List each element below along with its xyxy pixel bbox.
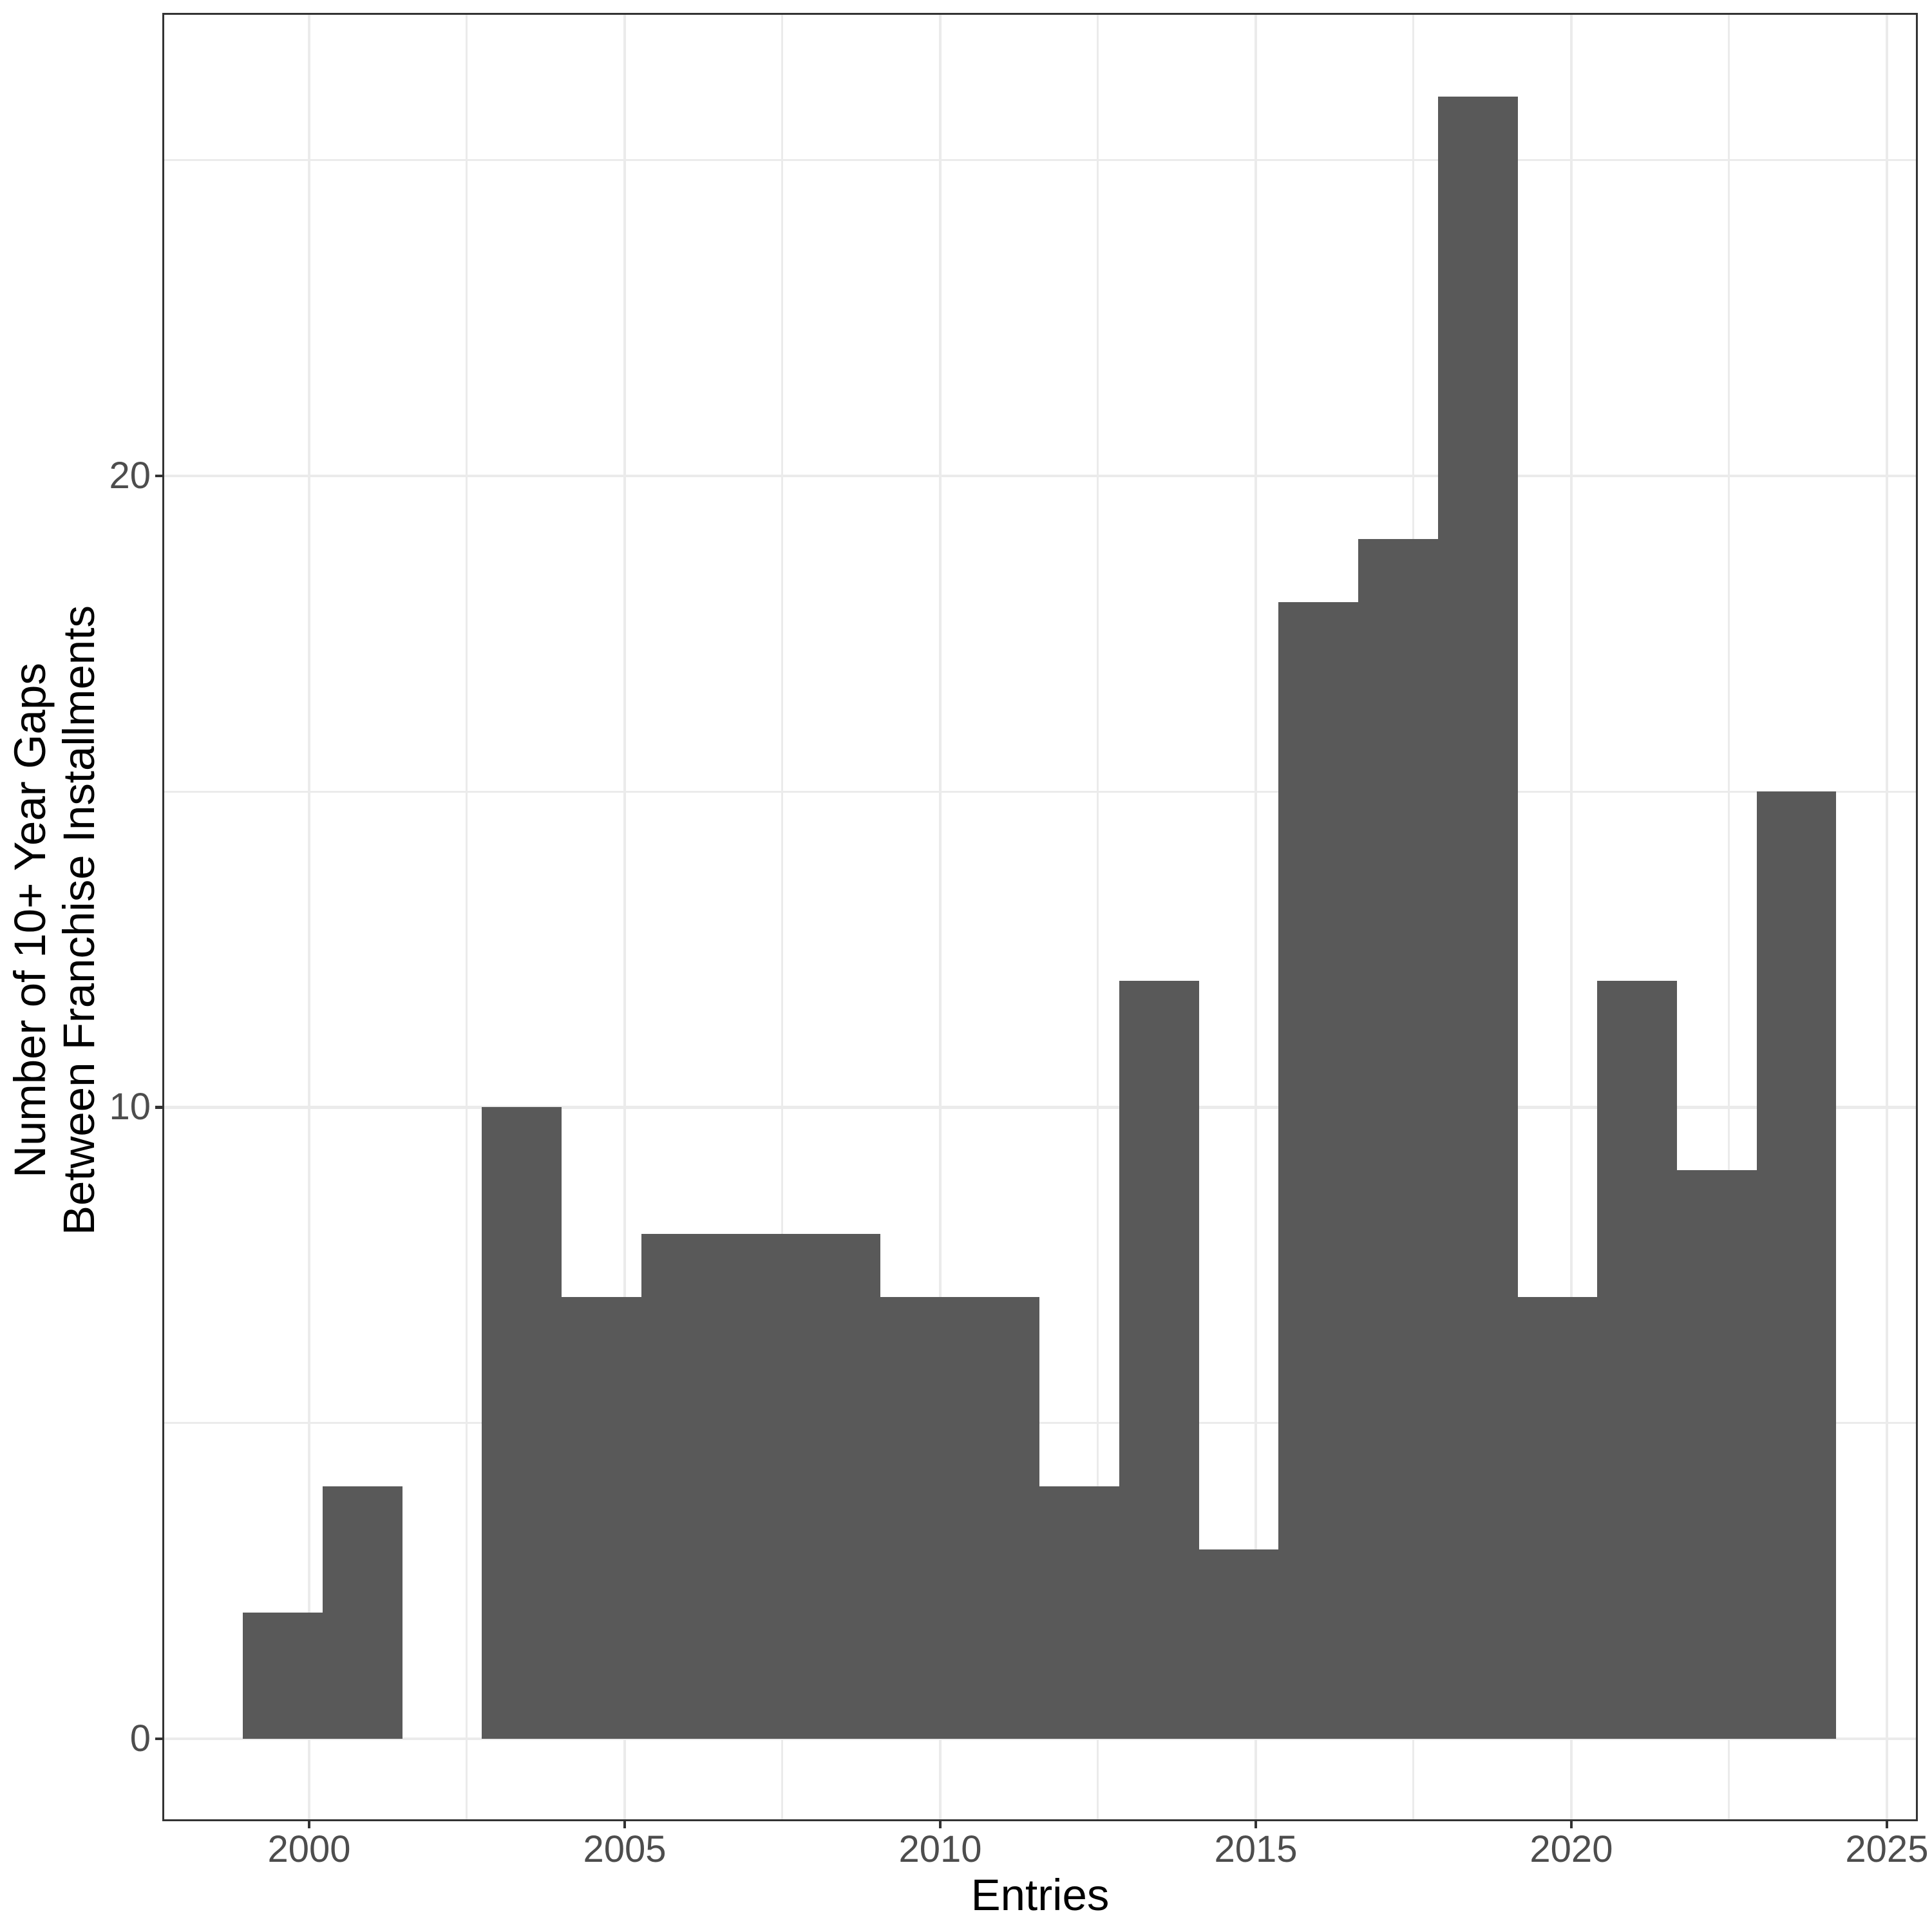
- x-tick-mark: [938, 1820, 942, 1828]
- histogram-bar: [1437, 97, 1518, 1739]
- x-tick-label: 2000: [267, 1828, 351, 1870]
- gridline-x-major: [938, 14, 942, 1820]
- x-tick-mark: [1254, 1820, 1258, 1828]
- histogram-bar: [562, 1296, 641, 1739]
- x-tick-label: 2005: [583, 1828, 667, 1870]
- x-tick-mark: [1569, 1820, 1573, 1828]
- y-tick-label: 0: [129, 1717, 151, 1759]
- y-axis-title: Number of 10+ Year Gaps Between Franchis…: [5, 605, 104, 1235]
- gridline-x-minor: [1097, 14, 1099, 1820]
- histogram-bar: [1039, 1486, 1120, 1739]
- gridline-x-major: [623, 14, 627, 1820]
- histogram-bar: [1676, 1170, 1757, 1739]
- y-tick-mark: [155, 474, 164, 478]
- histogram-bar: [243, 1612, 323, 1739]
- histogram-bar: [482, 1107, 562, 1739]
- histogram-bar: [1278, 601, 1359, 1739]
- histogram-bar: [880, 1296, 960, 1739]
- gridline-x-minor: [466, 14, 468, 1820]
- gridline-x-major: [1569, 14, 1573, 1820]
- histogram-bar: [1597, 981, 1677, 1739]
- y-tick-label: 20: [109, 454, 151, 497]
- y-axis-title-line2: Between Franchise Installments: [54, 605, 104, 1235]
- y-axis-title-line1: Number of 10+ Year Gaps: [5, 663, 55, 1178]
- histogram-bar: [323, 1486, 402, 1739]
- histogram-bar: [1756, 791, 1837, 1739]
- x-axis-title: Entries: [971, 1870, 1110, 1920]
- x-tick-label: 2015: [1214, 1828, 1298, 1870]
- gridline-x-minor: [1728, 14, 1730, 1820]
- gridline-x-major: [307, 14, 311, 1820]
- x-tick-mark: [307, 1820, 311, 1828]
- gridline-y-minor: [164, 159, 1917, 162]
- x-tick-mark: [1885, 1820, 1889, 1828]
- x-tick-label: 2010: [898, 1828, 982, 1870]
- gridline-y-minor: [164, 1422, 1917, 1425]
- x-tick-mark: [623, 1820, 627, 1828]
- histogram-bar: [1517, 1296, 1598, 1739]
- gridline-y-major: [164, 1737, 1917, 1741]
- histogram-bar: [641, 1233, 721, 1739]
- gridline-x-major: [1885, 14, 1889, 1820]
- gridline-x-minor: [781, 14, 784, 1820]
- panel-border: [162, 13, 1918, 1821]
- gridline-y-major: [164, 1106, 1917, 1109]
- histogram-bar: [721, 1233, 801, 1739]
- gridline-x-major: [1254, 14, 1258, 1820]
- histogram-bar: [1119, 981, 1199, 1739]
- gridline-y-major: [164, 474, 1917, 478]
- plot-panel: [162, 13, 1918, 1821]
- x-tick-label: 2025: [1845, 1828, 1929, 1870]
- x-tick-label: 2020: [1530, 1828, 1613, 1870]
- y-tick-mark: [155, 1106, 164, 1109]
- histogram-bar: [800, 1233, 880, 1739]
- y-tick-label: 10: [109, 1086, 151, 1128]
- gridline-y-minor: [164, 790, 1917, 793]
- y-tick-mark: [155, 1737, 164, 1741]
- histogram-bar: [960, 1296, 1040, 1739]
- histogram-bar: [1358, 538, 1438, 1739]
- histogram-bar: [1198, 1549, 1279, 1739]
